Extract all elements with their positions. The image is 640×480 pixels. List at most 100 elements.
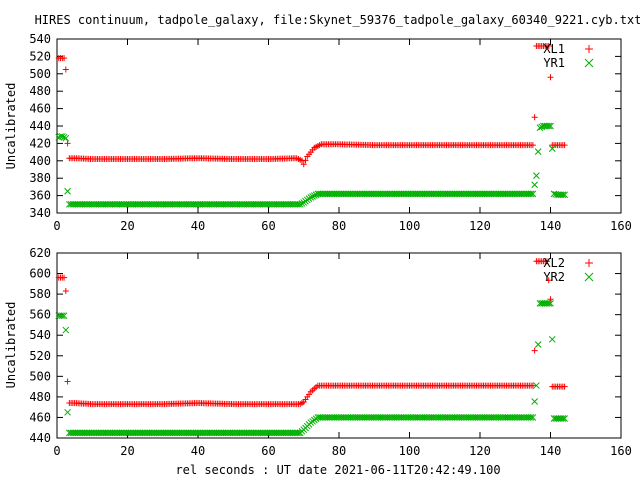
bottom-x-tick-label: 60 <box>261 444 275 458</box>
bottom-yr2-point <box>559 415 567 422</box>
top-xl1-point <box>300 161 307 168</box>
top-yr1-point <box>536 124 544 132</box>
bottom-x-tick-label: 0 <box>53 444 60 458</box>
top-yr1-point <box>533 172 540 179</box>
bottom-legend-marker-yr2 <box>584 272 594 282</box>
top-y-tick-label: 540 <box>29 32 51 46</box>
bottom-data-marks <box>55 258 568 437</box>
top-xl1-point <box>547 74 554 81</box>
bottom-xl2-point <box>561 383 568 390</box>
top-xl1-point <box>545 42 552 49</box>
bottom-yr2-point <box>527 414 535 421</box>
top-y-tick-label: 360 <box>29 189 51 203</box>
bottom-y-tick-label: 500 <box>29 369 51 383</box>
bottom-yr2-point <box>64 408 71 416</box>
top-yr1-point <box>547 122 554 130</box>
top-x-tick-label: 40 <box>191 219 205 233</box>
top-xl1-point <box>302 157 309 164</box>
bottom-yr2-point <box>534 341 542 348</box>
top-yr1-point <box>548 145 556 152</box>
bottom-y-tick-label: 520 <box>29 349 51 363</box>
top-legend-label-yr1: YR1 <box>543 56 565 70</box>
top-yr1-point <box>298 200 306 207</box>
top-x-tick-label: 120 <box>469 219 491 233</box>
top-yr1-point <box>62 134 70 142</box>
top-legend-marker-xl1 <box>585 45 593 53</box>
top-y-axis-label: Uncalibrated <box>4 83 18 170</box>
bottom-x-tick-label: 160 <box>610 444 632 458</box>
top-yr1-point <box>296 200 304 208</box>
top-y-tick-label: 500 <box>29 67 51 81</box>
bottom-y-tick-label: 480 <box>29 390 51 404</box>
top-yr1-point <box>534 148 542 156</box>
bottom-yr2-point <box>561 415 568 422</box>
top-x-tick-label: 160 <box>610 219 632 233</box>
bottom-ticks: 0 20 40 60 80 100 120 140 160 440 460 480 500 520 540 5… <box>29 246 632 458</box>
top-y-tick-label: 520 <box>29 49 51 63</box>
top-ticks: 0 20 40 60 80 100 120 140 160 340 360 380 400 420 440 4… <box>29 32 632 233</box>
bottom-xl2-point <box>64 378 71 385</box>
bottom-yr2-point <box>529 414 537 421</box>
bottom-legend-label-yr2: YR2 <box>543 270 565 284</box>
bottom-yr2-point <box>545 300 553 307</box>
top-legend-label-xl1: XL1 <box>543 42 565 56</box>
top-yr1-point <box>545 122 553 130</box>
bottom-yr2-point <box>295 429 302 437</box>
top-yr1-point <box>64 187 71 195</box>
bottom-x-tick-label: 80 <box>332 444 346 458</box>
bottom-yr2-point <box>531 398 538 405</box>
top-xl1-point <box>61 55 68 62</box>
top-yr1-point <box>60 133 68 141</box>
top-y-tick-label: 380 <box>29 171 51 185</box>
top-xl1-point <box>64 140 71 147</box>
bottom-yr2-point <box>548 335 556 343</box>
bottom-x-tick-label: 40 <box>191 444 205 458</box>
bottom-xl2-point <box>545 277 552 284</box>
bottom-y-tick-label: 440 <box>29 431 51 445</box>
top-yr1-point <box>307 193 315 201</box>
top-yr1-point <box>527 190 535 198</box>
top-x-tick-label: 80 <box>332 219 346 233</box>
top-yr1-point <box>561 191 568 199</box>
top-y-tick-label: 460 <box>29 102 51 116</box>
top-yr1-point <box>559 191 567 199</box>
bottom-yr2-point <box>58 312 66 320</box>
bottom-x-tick-label: 20 <box>120 444 134 458</box>
top-panel: Uncalibrated 0 20 40 60 80 100 120 140 160 340 360… <box>4 32 632 233</box>
top-xl1-point <box>561 142 568 149</box>
bottom-y-axis-label: Uncalibrated <box>4 302 18 389</box>
bottom-y-tick-label: 560 <box>29 308 51 322</box>
bottom-yr2-point <box>62 326 70 334</box>
top-y-tick-label: 400 <box>29 154 51 168</box>
top-yr1-point <box>310 192 318 199</box>
top-yr1-point <box>309 193 316 200</box>
top-xl1-point <box>62 66 69 73</box>
top-legend-marker-yr1 <box>584 58 594 68</box>
bottom-x-tick-label: 100 <box>399 444 421 458</box>
bottom-y-tick-label: 600 <box>29 267 51 281</box>
bottom-yr2-point <box>60 312 68 320</box>
top-x-tick-label: 100 <box>399 219 421 233</box>
bottom-yr2-point <box>533 382 540 389</box>
top-x-tick-label: 0 <box>53 219 60 233</box>
x-axis-label: rel seconds : UT date 2021-06-11T20:42:4… <box>175 463 500 477</box>
bottom-x-tick-label: 140 <box>540 444 562 458</box>
bottom-y-tick-label: 580 <box>29 287 51 301</box>
top-y-tick-label: 440 <box>29 119 51 133</box>
top-xl1-point <box>529 142 536 149</box>
bottom-legend-marker-xl2 <box>585 259 593 267</box>
bottom-y-tick-label: 460 <box>29 410 51 424</box>
top-x-tick-label: 20 <box>120 219 134 233</box>
bottom-xl2-point <box>61 274 68 281</box>
bottom-xl2-point <box>543 258 550 265</box>
bottom-plot-frame <box>56 252 622 439</box>
bottom-y-tick-label: 620 <box>29 246 51 260</box>
bottom-xl2-point <box>529 382 536 389</box>
bottom-legend-label-xl2: XL2 <box>543 256 565 270</box>
top-y-tick-label: 340 <box>29 206 51 220</box>
bottom-yr2-point <box>547 300 554 307</box>
bottom-y-tick-label: 540 <box>29 328 51 342</box>
